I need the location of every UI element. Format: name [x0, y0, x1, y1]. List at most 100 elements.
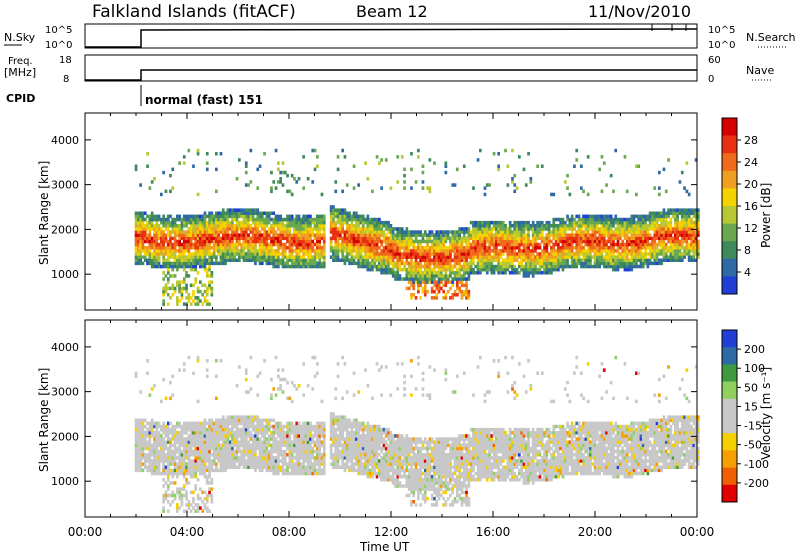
power-cell — [153, 242, 156, 247]
power-cell — [687, 242, 691, 247]
velocity-cell — [137, 456, 140, 460]
power-cell — [231, 242, 234, 247]
power-cell — [586, 264, 590, 269]
power-cell — [226, 230, 230, 234]
power-cell — [518, 261, 521, 266]
power-cell — [221, 208, 225, 212]
power-cell — [460, 227, 464, 231]
power-cell — [169, 246, 172, 250]
power-cell — [641, 227, 645, 231]
power-cell — [217, 227, 220, 231]
power-cell — [570, 258, 574, 262]
power-cell — [561, 261, 565, 266]
power-cell — [134, 167, 138, 172]
power-cell — [405, 274, 409, 278]
power-cell — [306, 264, 310, 269]
power-cell — [573, 227, 576, 231]
power-cell — [201, 239, 204, 244]
velocity-cell — [201, 437, 204, 441]
power-cell — [635, 264, 638, 269]
power-cell — [380, 224, 383, 228]
power-cell — [187, 261, 191, 266]
velocity-cell — [148, 424, 152, 429]
power-cell — [520, 233, 523, 237]
power-cell — [345, 233, 349, 237]
power-cell — [375, 155, 379, 159]
power-cell — [143, 217, 147, 222]
power-cell — [440, 246, 443, 250]
power-cell — [286, 236, 289, 241]
power-cell — [341, 220, 344, 225]
power-cell — [270, 217, 273, 222]
power-cell — [288, 236, 292, 241]
velocity-cell — [157, 465, 161, 469]
power-cell — [238, 255, 241, 259]
velocity-cell — [205, 478, 209, 482]
power-cell — [453, 230, 457, 234]
power-cell — [249, 252, 253, 256]
power-cell — [658, 214, 661, 219]
power-cell — [309, 217, 312, 222]
power-cell — [529, 252, 533, 256]
power-cell — [210, 274, 214, 278]
power-cell — [566, 255, 569, 259]
power-cell — [442, 255, 445, 259]
power-cell — [481, 252, 484, 256]
power-cell — [352, 211, 356, 215]
power-cell — [300, 227, 303, 231]
power-cell — [417, 277, 420, 281]
power-cell — [605, 264, 608, 269]
power-cell — [538, 227, 542, 231]
power-cell — [150, 239, 154, 244]
power-cell — [366, 177, 370, 181]
power-cell — [554, 224, 558, 228]
power-cell — [405, 277, 409, 281]
power-cell — [570, 217, 574, 222]
nave-tick-right-top: 60 — [708, 55, 721, 66]
velocity-cell — [173, 493, 177, 498]
power-cell — [524, 224, 528, 228]
power-cell — [182, 242, 186, 247]
power-cell — [483, 186, 487, 190]
power-cell — [366, 246, 370, 250]
power-cell — [545, 249, 549, 253]
power-cell — [465, 242, 468, 247]
power-cell — [309, 252, 312, 256]
power-cell — [589, 249, 592, 253]
velocity-cell — [180, 503, 184, 507]
velocity-cell — [212, 424, 216, 429]
power-cell — [304, 236, 308, 241]
velocity-cell — [208, 509, 211, 513]
power-cell — [219, 252, 223, 256]
velocity-cell — [203, 496, 207, 501]
power-cell — [648, 224, 652, 228]
velocity-cell — [215, 437, 218, 441]
power-cell — [602, 161, 606, 165]
power-cell — [267, 217, 271, 222]
power-cell — [593, 224, 597, 228]
power-cell — [199, 264, 202, 269]
power-cell — [201, 261, 204, 266]
power-cell — [472, 267, 475, 272]
power-cell — [469, 230, 473, 234]
power-cell — [483, 239, 487, 244]
power-cell — [467, 233, 471, 237]
power-cell — [148, 249, 152, 253]
power-cell — [469, 233, 473, 237]
power-cell — [609, 214, 613, 219]
power-cell — [690, 255, 693, 259]
power-cell — [462, 236, 466, 241]
power-cell — [433, 236, 436, 241]
velocity-cell — [205, 449, 209, 454]
velocity-cell — [203, 427, 207, 432]
power-cell — [343, 233, 347, 237]
power-cell — [398, 227, 402, 231]
velocity-cell — [205, 474, 209, 479]
velocity-cell — [194, 431, 198, 435]
power-cell — [205, 214, 209, 219]
power-cell — [382, 264, 386, 269]
nsky-tick-left-bottom: 10^0 — [45, 40, 72, 51]
power-cell — [687, 233, 691, 237]
power-cell — [658, 236, 661, 241]
power-cell — [272, 252, 276, 256]
